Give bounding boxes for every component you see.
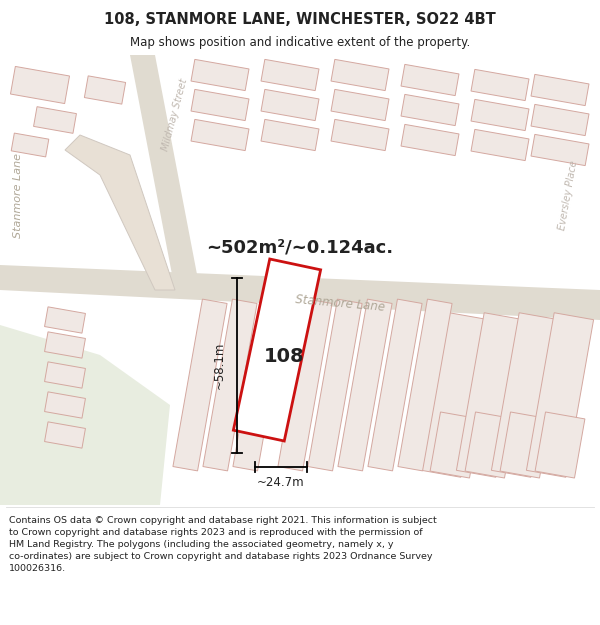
Text: Stanmore Lane: Stanmore Lane (13, 152, 23, 238)
Text: Contains OS data © Crown copyright and database right 2021. This information is : Contains OS data © Crown copyright and d… (9, 516, 437, 572)
Polygon shape (191, 59, 249, 91)
Polygon shape (471, 99, 529, 131)
Polygon shape (471, 129, 529, 161)
Polygon shape (11, 133, 49, 157)
Polygon shape (130, 55, 200, 290)
Polygon shape (308, 299, 362, 471)
Polygon shape (261, 119, 319, 151)
Polygon shape (173, 299, 227, 471)
Polygon shape (331, 89, 389, 121)
Polygon shape (191, 119, 249, 151)
Polygon shape (398, 299, 452, 471)
Polygon shape (531, 134, 589, 166)
Text: Eversley Place: Eversley Place (557, 159, 579, 231)
Polygon shape (401, 124, 459, 156)
Polygon shape (233, 259, 320, 441)
Polygon shape (0, 265, 600, 320)
Text: ~58.1m: ~58.1m (212, 342, 226, 389)
Polygon shape (430, 412, 480, 478)
Polygon shape (44, 332, 85, 358)
Polygon shape (368, 299, 422, 471)
Polygon shape (331, 59, 389, 91)
Polygon shape (261, 59, 319, 91)
Polygon shape (0, 325, 170, 505)
Polygon shape (44, 362, 85, 388)
Polygon shape (44, 307, 85, 333)
Polygon shape (491, 312, 559, 478)
Text: 108, STANMORE LANE, WINCHESTER, SO22 4BT: 108, STANMORE LANE, WINCHESTER, SO22 4BT (104, 12, 496, 27)
Polygon shape (233, 299, 287, 471)
Text: Mildmay Street: Mildmay Street (161, 78, 190, 152)
Text: 108: 108 (263, 348, 304, 366)
Polygon shape (457, 312, 524, 478)
Polygon shape (465, 412, 515, 478)
Polygon shape (44, 392, 85, 418)
Text: Map shows position and indicative extent of the property.: Map shows position and indicative extent… (130, 36, 470, 49)
Polygon shape (44, 422, 85, 448)
Polygon shape (535, 412, 585, 478)
Text: ~24.7m: ~24.7m (257, 476, 305, 489)
Text: Stanmore Lane: Stanmore Lane (295, 292, 385, 313)
Polygon shape (191, 89, 249, 121)
Polygon shape (85, 76, 125, 104)
Polygon shape (471, 69, 529, 101)
Polygon shape (278, 299, 332, 471)
Polygon shape (500, 412, 550, 478)
Polygon shape (203, 299, 257, 471)
Polygon shape (331, 119, 389, 151)
Polygon shape (34, 107, 76, 133)
Polygon shape (526, 312, 593, 478)
Polygon shape (10, 66, 70, 104)
Polygon shape (401, 94, 459, 126)
Polygon shape (531, 104, 589, 136)
Polygon shape (261, 89, 319, 121)
Polygon shape (338, 299, 392, 471)
Polygon shape (65, 135, 175, 290)
Polygon shape (421, 312, 488, 478)
Text: ~502m²/~0.124ac.: ~502m²/~0.124ac. (206, 238, 394, 256)
Polygon shape (531, 74, 589, 106)
Polygon shape (401, 64, 459, 96)
